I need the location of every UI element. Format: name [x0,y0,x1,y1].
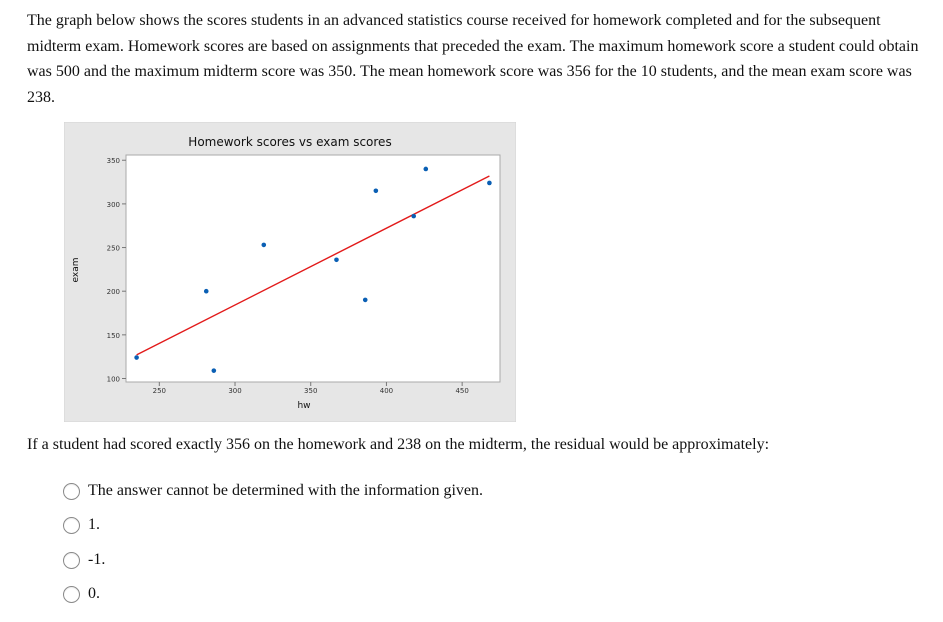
points-layer [134,166,492,373]
data-point [203,288,209,294]
plot-area [125,154,501,383]
x-axis-label: hw [297,401,310,411]
answer-option-label: 0. [88,585,100,602]
x-tick-label: 350 [304,387,317,395]
radio-button[interactable] [63,585,80,603]
data-point [487,180,492,186]
x-axis: 250 300 350 400 450 [153,382,469,395]
scatter-chart: Homework scores vs exam scores 100 150 200… [64,122,516,422]
data-point [334,257,339,263]
data-point [134,355,139,360]
data-point [423,166,429,172]
answer-option-1[interactable]: The answer cannot be determined with the… [63,480,483,502]
data-point [362,297,368,303]
answer-option-2[interactable]: 1. [63,514,100,536]
y-tick-label: 250 [107,245,120,253]
radio-button[interactable] [63,482,80,500]
data-point [411,213,416,219]
y-axis-label: exam [71,258,81,283]
answer-option-label: -1. [88,551,106,568]
y-axis: 100 150 200 250 300 350 [107,157,126,384]
answer-option-3[interactable]: -1. [63,549,105,571]
data-point [261,242,267,248]
y-tick-label: 300 [107,201,120,209]
chart-svg: Homework scores vs exam scores 100 150 200… [64,122,516,422]
y-tick-label: 100 [107,376,120,384]
x-tick-label: 450 [455,387,468,395]
radio-button[interactable] [63,516,80,534]
y-tick-label: 150 [107,332,120,340]
x-tick-label: 250 [153,387,166,395]
chart-title: Homework scores vs exam scores [188,135,391,149]
data-point [373,188,379,194]
fit-line-layer [136,175,490,356]
question-intro: The graph below shows the scores student… [27,12,919,106]
answer-option-label: 1. [88,516,100,533]
y-tick-label: 200 [107,288,120,296]
regression-line [136,175,490,356]
x-tick-label: 300 [228,387,241,395]
y-tick-label: 350 [107,157,120,165]
data-point [211,368,217,373]
radio-button[interactable] [63,551,80,569]
question-prompt: If a student had scored exactly 356 on t… [27,436,770,453]
answer-option-label: The answer cannot be determined with the… [88,482,483,499]
x-tick-label: 400 [380,387,393,395]
answer-option-4[interactable]: 0. [63,583,100,605]
